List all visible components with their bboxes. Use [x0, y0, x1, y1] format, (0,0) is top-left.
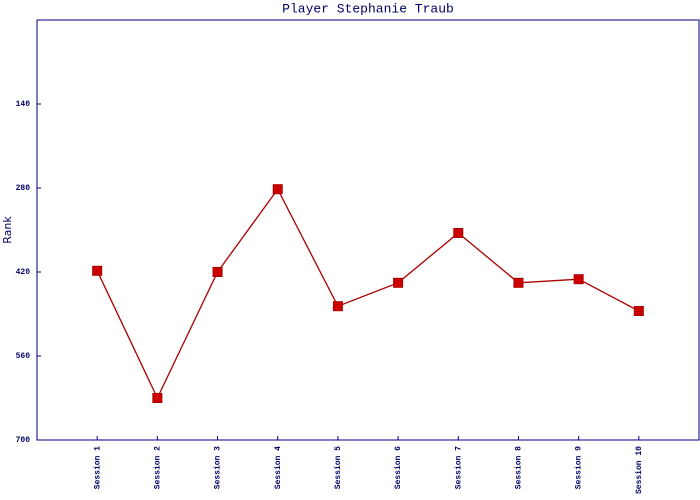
chart-title: Player Stephanie Traub — [282, 1, 454, 16]
data-point — [92, 265, 103, 276]
x-tick-label: Session 3 — [214, 446, 223, 489]
data-line — [96, 187, 640, 400]
data-point — [513, 277, 524, 288]
x-tick-label: Session 7 — [454, 446, 463, 489]
data-point — [633, 306, 644, 316]
y-tick-label: 700 — [16, 436, 31, 445]
data-point — [573, 274, 584, 285]
y-tick-label: 560 — [16, 352, 31, 361]
y-tick-label: 420 — [16, 268, 31, 277]
x-tick-label: Session 1 — [93, 446, 102, 489]
data-point — [393, 277, 404, 288]
data-point — [152, 393, 163, 403]
data-point — [272, 184, 283, 195]
x-tick-label: Session 2 — [153, 446, 162, 489]
x-tick-label: Session 8 — [515, 446, 524, 489]
data-point — [332, 301, 343, 312]
x-tick-label: Session 4 — [274, 446, 283, 489]
data-point — [453, 228, 464, 238]
x-tick-label: Session 9 — [575, 446, 584, 489]
y-tick-label: 280 — [16, 184, 31, 193]
plot-frame — [36, 19, 700, 441]
y-axis-label: Rank — [1, 216, 14, 244]
x-tick-label: Session 5 — [334, 446, 343, 489]
data-point — [212, 267, 223, 277]
x-tick-label: Session 6 — [394, 446, 403, 489]
x-tick-label: Session 10 — [635, 446, 644, 494]
y-tick-label: 140 — [16, 100, 31, 109]
